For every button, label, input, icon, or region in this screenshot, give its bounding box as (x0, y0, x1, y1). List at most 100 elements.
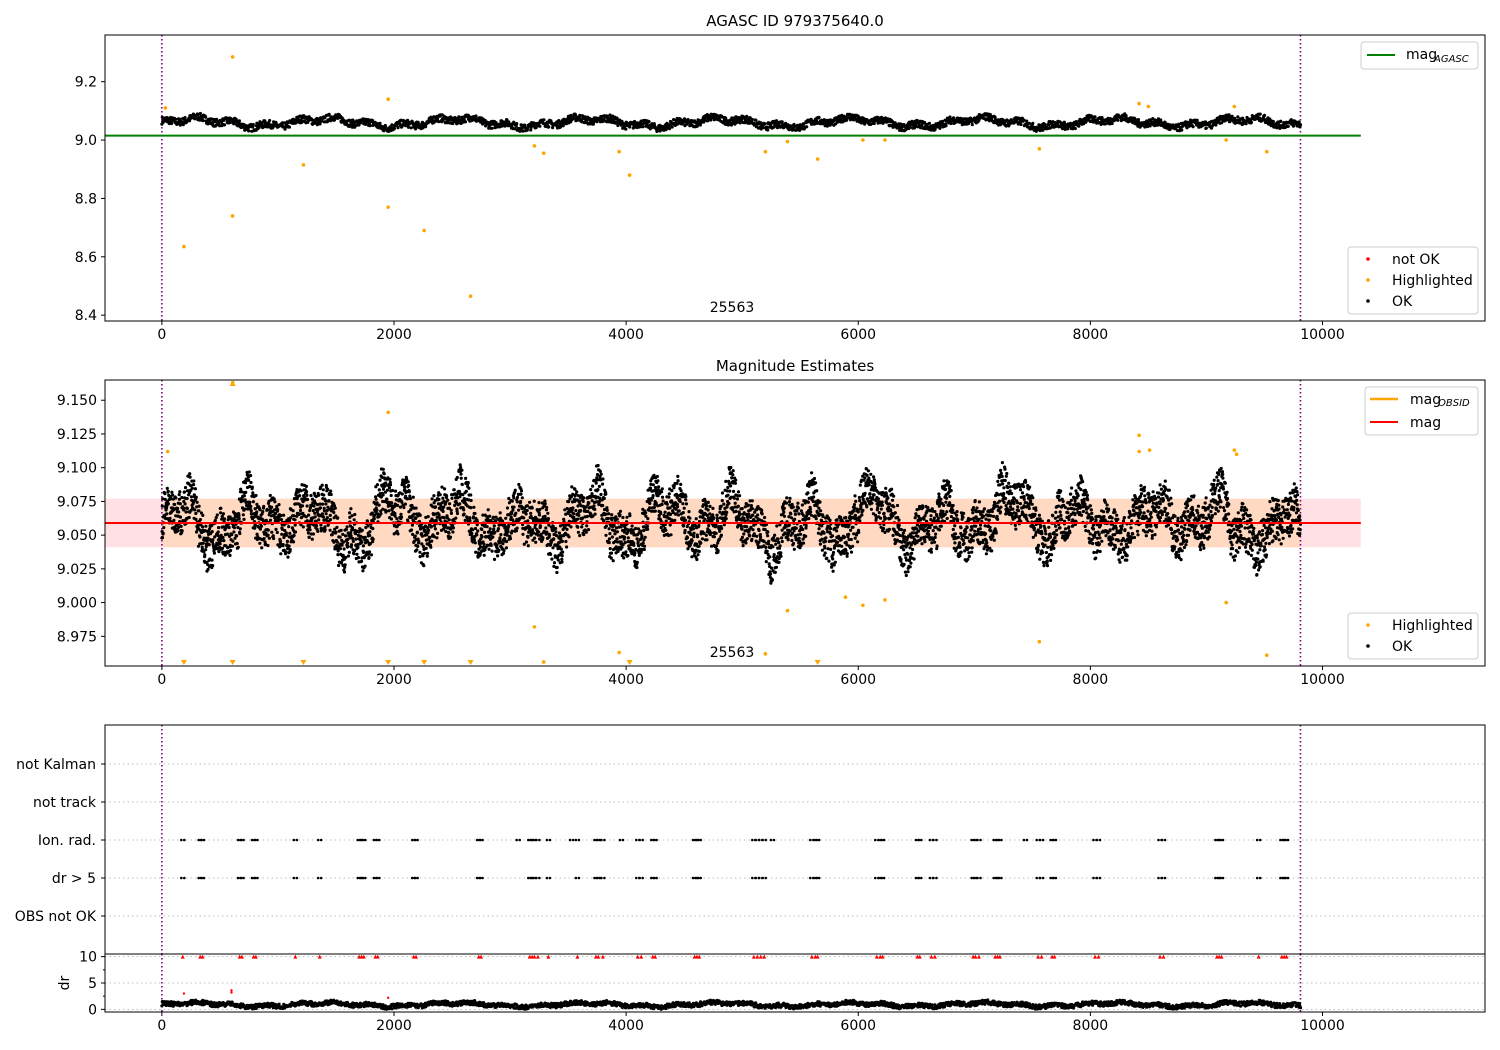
legend-marker (1366, 278, 1370, 282)
axes-frame (104, 34, 1486, 322)
not-ok-point (230, 989, 233, 992)
legend-label: OK (1392, 294, 1413, 310)
x-tick-label: 8000 (1073, 672, 1109, 688)
x-tick-label: 2000 (376, 672, 412, 688)
legend-mag-obsid-subscript: OBSID (1438, 398, 1470, 409)
x-tick-label: 4000 (608, 327, 644, 343)
out-of-range-marker (180, 660, 187, 665)
y-tick-label: 8.6 (75, 250, 97, 266)
y-tick-label: 5 (88, 976, 97, 992)
highlighted-point (386, 97, 390, 102)
y-tick-label: not Kalman (16, 757, 96, 773)
y-tick-label: 9.0 (75, 133, 97, 149)
legend-label: Highlighted (1392, 618, 1473, 634)
y-tick-label: 9.025 (57, 562, 97, 578)
x-tick-label: 4000 (608, 672, 644, 688)
highlighted-point (1264, 653, 1269, 658)
out-of-range-marker (385, 660, 392, 665)
legend-mag-label: mag (1410, 415, 1441, 431)
highlighted-point (861, 138, 865, 142)
highlighted-point (1137, 433, 1141, 438)
x-tick-label: 10000 (1300, 672, 1345, 688)
x-tick-label: 6000 (840, 327, 876, 343)
y-tick-label: 8.4 (75, 308, 97, 324)
y-tick-label: 9.050 (57, 528, 97, 544)
highlighted-point (532, 625, 537, 629)
panel-dr-ylabel: dr (57, 975, 73, 990)
legend-label: not OK (1392, 252, 1440, 268)
highlighted-point (1264, 149, 1269, 154)
x-tick-label: 2000 (376, 1018, 412, 1034)
legend-label: Highlighted (1392, 273, 1473, 289)
highlighted-point (182, 244, 186, 249)
highlighted-point (541, 660, 546, 664)
ok-points-series (160, 111, 1303, 133)
out-of-range-marker (814, 660, 821, 665)
legend-marker (1366, 257, 1370, 261)
ok-points-series (160, 998, 1303, 1011)
y-tick-label: not track (33, 795, 97, 811)
x-tick-label: 4000 (608, 1018, 644, 1034)
legend-bottom-box (1347, 612, 1479, 660)
highlighted-point (1037, 639, 1042, 644)
x-tick-label: 10000 (1300, 327, 1345, 343)
out-of-range-marker (467, 660, 474, 665)
highlighted-point (763, 652, 768, 656)
y-tick-label: 9.125 (57, 427, 97, 443)
highlighted-point (617, 650, 621, 655)
out-of-range-marker (626, 660, 633, 665)
highlighted-point (1232, 448, 1237, 452)
highlighted-point (861, 603, 865, 608)
highlighted-point (627, 173, 632, 177)
not-ok-point (386, 996, 390, 999)
y-tick-label: 9.2 (75, 75, 97, 91)
legend-bottom-box (1347, 246, 1479, 315)
x-tick-label: 10000 (1300, 1018, 1345, 1034)
legend-mag-agasc-label: mag (1406, 47, 1437, 63)
y-tick-label: 9.075 (57, 494, 97, 510)
highlighted-point (1146, 104, 1151, 109)
highlighted-point (1137, 101, 1141, 106)
highlighted-point (815, 157, 820, 161)
panel-agasc-title: AGASC ID 979375640.0 (706, 12, 884, 30)
highlighted-point (1224, 600, 1228, 605)
y-tick-label: dr > 5 (52, 871, 96, 887)
panel-agasc-annotation: 25563 (710, 300, 755, 316)
highlighted-point (165, 449, 170, 454)
highlighted-point (386, 410, 390, 415)
highlighted-point (301, 163, 306, 167)
highlighted-point (843, 595, 848, 599)
y-tick-label: OBS not OK (15, 909, 97, 925)
axes-frame (104, 379, 1486, 667)
panel-estimates-annotation: 25563 (710, 645, 755, 661)
panel-flags: not Kalman not track Ion. rad. dr > 5 OBS no… (15, 724, 1486, 955)
highlighted-point (1137, 449, 1141, 454)
y-tick-label: 8.8 (75, 191, 97, 207)
x-tick-label: 0 (157, 1018, 166, 1034)
panel-agasc-magnitude: AGASC ID 979375640.0 25563 0 2000 4000 6000… (75, 12, 1486, 343)
not-ok-point (182, 992, 186, 995)
x-tick-label: 2000 (376, 327, 412, 343)
highlighted-point (617, 149, 621, 154)
out-of-range-marker (421, 660, 428, 665)
highlighted-point (1232, 104, 1237, 109)
out-of-range-marker (229, 381, 236, 386)
panel-estimates-title: Magnitude Estimates (716, 357, 874, 375)
y-tick-label: 0 (88, 1002, 97, 1018)
out-of-range-marker (300, 660, 307, 665)
highlighted-point (1037, 147, 1042, 151)
highlighted-point (763, 149, 768, 154)
x-tick-label: 6000 (840, 672, 876, 688)
highlighted-point (163, 106, 168, 110)
highlighted-point (883, 138, 887, 142)
highlighted-point (230, 55, 235, 59)
y-tick-label: 9.150 (57, 393, 97, 409)
y-tick-label: 8.975 (57, 629, 97, 645)
legend-marker (1366, 623, 1370, 627)
highlighted-point (230, 214, 235, 218)
x-tick-label: 8000 (1073, 1018, 1109, 1034)
highlighted-point (785, 139, 790, 144)
legend-top-box (1360, 41, 1479, 70)
highlighted-point (386, 205, 390, 209)
